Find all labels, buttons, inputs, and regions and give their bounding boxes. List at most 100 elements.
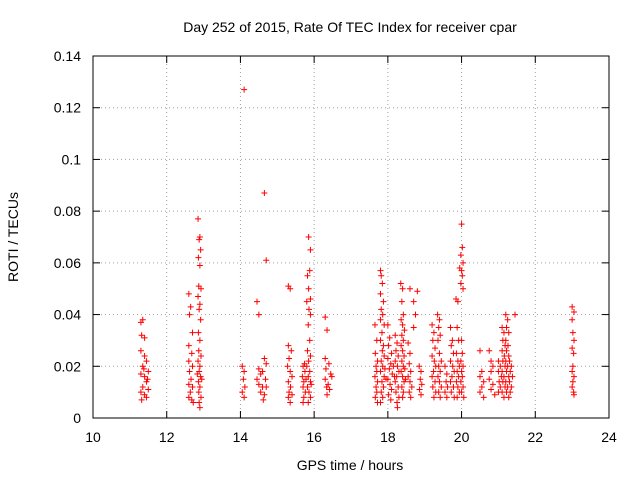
data-point bbox=[570, 337, 577, 344]
data-point bbox=[138, 396, 145, 403]
data-point bbox=[305, 389, 312, 396]
data-point bbox=[387, 381, 394, 388]
data-point bbox=[477, 373, 483, 380]
data-point bbox=[241, 86, 248, 93]
data-point bbox=[458, 368, 465, 375]
data-point bbox=[436, 316, 443, 323]
data-point bbox=[378, 272, 385, 279]
data-point bbox=[197, 316, 204, 323]
data-point bbox=[287, 368, 294, 375]
data-point bbox=[570, 350, 577, 357]
data-point bbox=[508, 383, 515, 390]
data-point bbox=[143, 378, 150, 385]
data-point bbox=[459, 350, 466, 357]
data-point bbox=[196, 363, 203, 370]
data-point bbox=[429, 337, 436, 344]
data-point bbox=[189, 363, 196, 370]
data-point bbox=[443, 371, 450, 378]
data-point bbox=[261, 391, 268, 398]
data-point bbox=[506, 358, 513, 365]
x-tick-labels: 10 12 14 16 18 20 22 24 bbox=[85, 429, 617, 445]
data-point bbox=[387, 360, 394, 367]
data-point bbox=[408, 383, 415, 390]
data-point bbox=[410, 298, 417, 305]
data-point bbox=[196, 262, 203, 269]
data-point bbox=[322, 365, 329, 372]
data-point bbox=[410, 324, 417, 331]
data-point bbox=[489, 381, 496, 388]
data-point bbox=[305, 234, 312, 240]
data-point bbox=[195, 378, 202, 385]
data-point bbox=[197, 285, 204, 292]
data-point bbox=[387, 396, 394, 403]
data-point bbox=[197, 246, 204, 253]
y-tick-label: 0.1 bbox=[62, 151, 82, 167]
data-point bbox=[190, 399, 197, 406]
x-tick-label: 18 bbox=[380, 429, 396, 445]
data-point bbox=[429, 373, 436, 380]
data-point bbox=[377, 337, 384, 344]
data-point bbox=[505, 394, 512, 401]
data-point bbox=[138, 332, 145, 339]
data-point bbox=[405, 373, 412, 380]
data-point bbox=[444, 383, 451, 390]
x-tick-label: 12 bbox=[159, 429, 175, 445]
data-point bbox=[195, 347, 202, 354]
data-point bbox=[197, 373, 204, 380]
data-point bbox=[196, 236, 203, 243]
data-point bbox=[434, 311, 441, 318]
data-point bbox=[304, 347, 311, 354]
data-point bbox=[488, 358, 495, 365]
data-point bbox=[392, 389, 399, 396]
data-point bbox=[261, 190, 268, 197]
data-point bbox=[187, 389, 194, 396]
data-point bbox=[286, 389, 293, 396]
data-point bbox=[285, 378, 292, 385]
data-point bbox=[437, 368, 444, 375]
data-point bbox=[379, 347, 386, 354]
data-point bbox=[380, 342, 387, 349]
data-point bbox=[196, 306, 203, 313]
data-point bbox=[185, 342, 192, 349]
data-point bbox=[478, 383, 485, 390]
data-point bbox=[388, 350, 395, 357]
data-point bbox=[392, 378, 399, 385]
data-point bbox=[400, 337, 407, 344]
data-point bbox=[477, 347, 483, 354]
data-point bbox=[263, 360, 270, 367]
data-point bbox=[512, 311, 519, 318]
data-point bbox=[505, 352, 512, 359]
data-point bbox=[300, 394, 307, 401]
data-point bbox=[407, 394, 414, 401]
data-point bbox=[503, 347, 510, 354]
data-point bbox=[377, 316, 384, 323]
data-point bbox=[401, 327, 408, 334]
data-point bbox=[406, 285, 413, 292]
data-point bbox=[398, 383, 405, 390]
data-point bbox=[196, 234, 203, 240]
data-point bbox=[504, 316, 511, 323]
data-point bbox=[322, 314, 329, 321]
data-point bbox=[570, 373, 577, 380]
data-point bbox=[395, 352, 402, 359]
data-point bbox=[384, 376, 391, 383]
data-point bbox=[394, 399, 401, 406]
data-point bbox=[454, 298, 461, 305]
data-point bbox=[460, 383, 467, 390]
data-point bbox=[304, 272, 311, 279]
data-point bbox=[438, 358, 445, 365]
data-point bbox=[371, 321, 378, 328]
data-point bbox=[305, 399, 312, 406]
data-point bbox=[460, 363, 467, 370]
data-point bbox=[458, 337, 465, 344]
data-point bbox=[503, 324, 510, 331]
data-point bbox=[378, 378, 385, 385]
y-tick-label: 0.02 bbox=[54, 358, 81, 374]
data-point bbox=[401, 365, 408, 372]
data-point bbox=[373, 363, 380, 370]
x-tick-label: 14 bbox=[233, 429, 249, 445]
data-point bbox=[186, 368, 193, 375]
data-point bbox=[434, 373, 441, 380]
data-point bbox=[457, 378, 464, 385]
data-point bbox=[458, 221, 465, 228]
